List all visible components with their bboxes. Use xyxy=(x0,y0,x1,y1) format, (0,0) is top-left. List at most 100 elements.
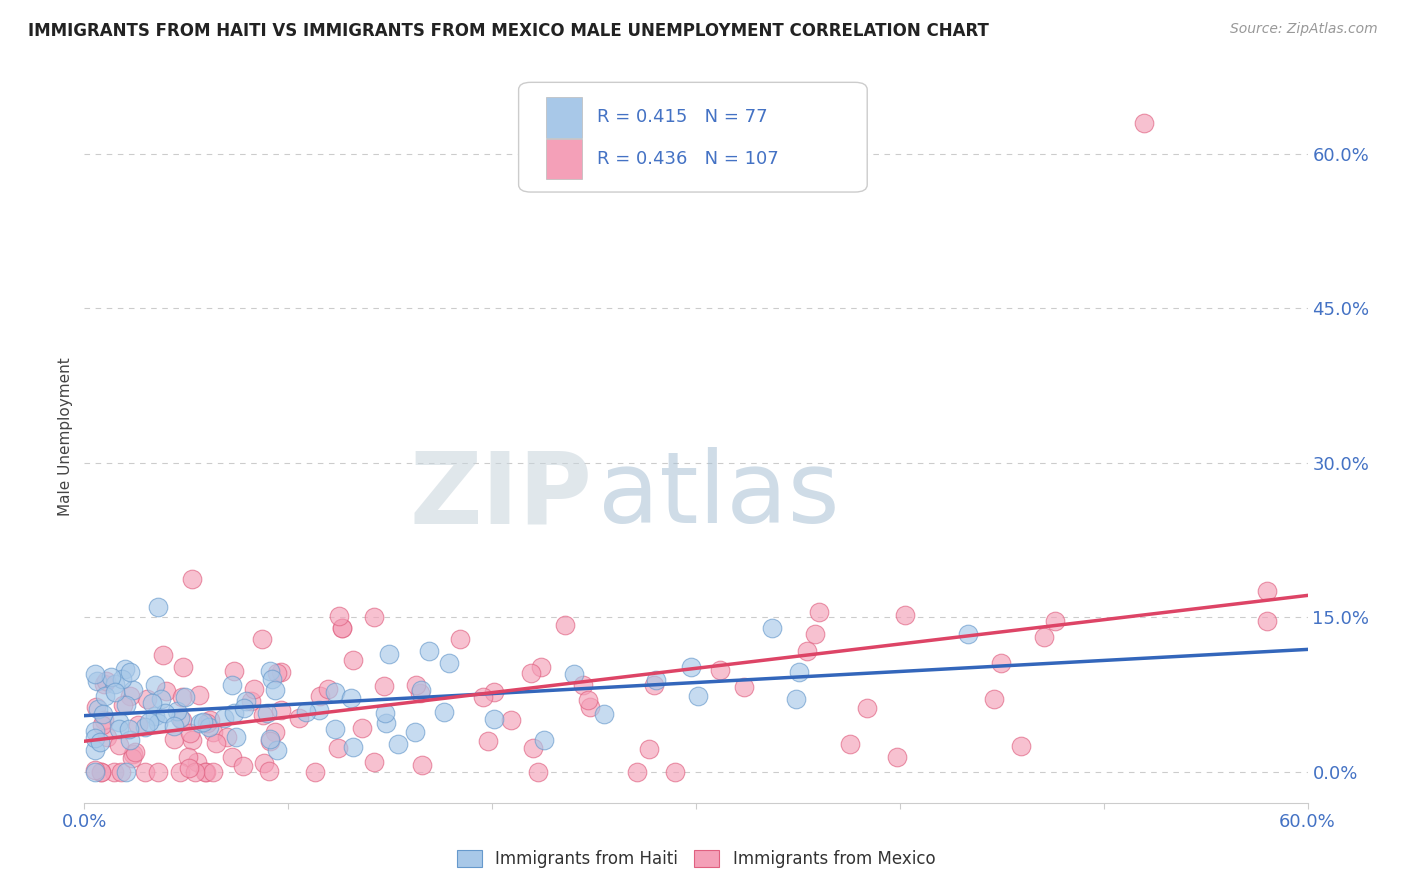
Point xyxy=(554,617,576,632)
Point xyxy=(252,756,274,770)
Point xyxy=(83,764,105,779)
Point xyxy=(108,714,131,729)
Point xyxy=(956,627,979,641)
Point xyxy=(257,764,280,779)
Point xyxy=(114,662,136,676)
Point xyxy=(804,627,827,641)
Point xyxy=(100,670,122,684)
Point xyxy=(195,715,218,730)
Point xyxy=(146,764,169,779)
Point xyxy=(530,660,553,674)
Point xyxy=(576,693,599,707)
Point xyxy=(304,764,326,779)
Point xyxy=(664,764,686,779)
Point xyxy=(83,763,105,777)
Point xyxy=(173,690,195,704)
Point xyxy=(93,676,115,690)
Point xyxy=(686,689,709,703)
Point xyxy=(197,720,219,734)
Text: Source: ZipAtlas.com: Source: ZipAtlas.com xyxy=(1230,22,1378,37)
Point xyxy=(94,689,117,703)
Point xyxy=(118,733,141,747)
Point xyxy=(645,673,668,687)
Point xyxy=(83,724,105,739)
Point xyxy=(325,685,347,699)
Point xyxy=(186,755,208,769)
Point xyxy=(287,711,309,725)
Point xyxy=(377,647,399,661)
Point xyxy=(375,716,398,731)
Point xyxy=(482,684,505,698)
Point xyxy=(93,713,115,727)
Point xyxy=(983,692,1005,706)
Point xyxy=(118,689,141,703)
Point xyxy=(626,764,648,779)
Point xyxy=(405,678,427,692)
Point xyxy=(437,656,460,670)
Point xyxy=(527,764,550,779)
Point xyxy=(232,700,254,714)
Point xyxy=(202,725,225,739)
Point xyxy=(242,681,264,696)
Point xyxy=(195,764,218,779)
Text: atlas: atlas xyxy=(598,447,839,544)
Point xyxy=(839,738,862,752)
Point xyxy=(433,705,456,719)
Point xyxy=(177,761,200,775)
Point xyxy=(363,755,385,769)
Point xyxy=(373,679,395,693)
Point xyxy=(87,702,110,716)
Point xyxy=(1256,583,1278,598)
Point xyxy=(141,696,163,710)
Point xyxy=(127,718,149,732)
Point xyxy=(112,698,135,713)
Point xyxy=(122,683,145,698)
Point xyxy=(579,699,602,714)
Point xyxy=(240,694,263,708)
Bar xyxy=(546,97,582,137)
Point xyxy=(152,648,174,662)
Point xyxy=(181,732,204,747)
Point xyxy=(260,673,283,687)
Point xyxy=(1133,116,1156,130)
Point xyxy=(270,665,292,679)
Point xyxy=(562,667,585,681)
Point xyxy=(122,747,145,761)
Point xyxy=(89,735,111,749)
Point xyxy=(418,644,440,658)
Point xyxy=(342,653,364,667)
Point xyxy=(153,706,176,720)
Point xyxy=(104,685,127,699)
Text: ZIP: ZIP xyxy=(409,447,592,544)
Point xyxy=(188,716,211,731)
Point xyxy=(181,572,204,586)
Text: R = 0.436   N = 107: R = 0.436 N = 107 xyxy=(598,150,779,168)
Point xyxy=(387,737,409,751)
Point xyxy=(323,722,346,736)
Text: IMMIGRANTS FROM HAITI VS IMMIGRANTS FROM MEXICO MALE UNEMPLOYMENT CORRELATION CH: IMMIGRANTS FROM HAITI VS IMMIGRANTS FROM… xyxy=(28,22,988,40)
Point xyxy=(449,632,471,646)
Point xyxy=(252,708,274,723)
Point xyxy=(163,718,186,732)
Point xyxy=(191,714,214,729)
Point xyxy=(807,605,830,619)
Point xyxy=(886,750,908,764)
Point xyxy=(187,688,209,702)
Point xyxy=(225,730,247,744)
Point xyxy=(308,703,330,717)
Point xyxy=(170,713,193,727)
Point xyxy=(856,700,879,714)
Point xyxy=(114,698,136,712)
Point xyxy=(91,718,114,732)
Point xyxy=(342,740,364,755)
Point xyxy=(221,678,243,692)
Point xyxy=(363,610,385,624)
Legend: Immigrants from Haiti, Immigrants from Mexico: Immigrants from Haiti, Immigrants from M… xyxy=(450,844,942,875)
Y-axis label: Male Unemployment: Male Unemployment xyxy=(58,358,73,516)
Point xyxy=(990,657,1012,671)
Point xyxy=(256,706,278,720)
Point xyxy=(733,680,755,694)
Point xyxy=(472,690,495,704)
Point xyxy=(136,691,159,706)
Point xyxy=(266,743,288,757)
